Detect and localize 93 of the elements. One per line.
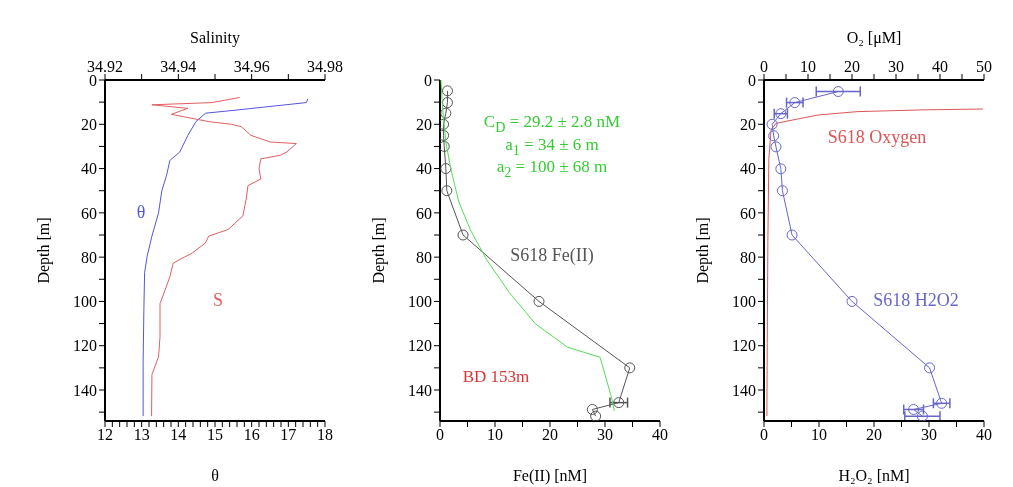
y-tick-label: 80 (81, 248, 97, 266)
annotation: C$_{D}$ = 29.2 ± 2.8 nM (483, 112, 621, 136)
series-label: θ (136, 201, 146, 223)
point (440, 129, 450, 141)
x2-tick-label: 40 (932, 58, 948, 75)
y-tick-label: 140 (408, 381, 432, 399)
point (770, 141, 782, 153)
x-tick-label: 0 (436, 426, 444, 444)
y-axis-title: Depth [m] (369, 217, 388, 284)
y-tick-label: 20 (416, 115, 432, 133)
y-tick-label: 60 (416, 204, 432, 222)
point (441, 97, 453, 109)
point (846, 295, 858, 307)
x2-tick-label: 30 (888, 58, 904, 75)
x-tick-label: 20 (542, 426, 558, 444)
x-axis-title: θ (211, 467, 219, 484)
x-tick-label: 10 (487, 426, 503, 444)
point (916, 410, 928, 421)
y-tick-label: 40 (740, 160, 756, 178)
point (590, 410, 602, 421)
x-tick-label: 20 (866, 426, 882, 444)
x-tick-label: 10 (811, 426, 827, 444)
x-tick-label: 18 (317, 426, 333, 444)
x-tick-label: 40 (976, 426, 992, 444)
annotation: a$_{1}$ = 34 ± 6 m (505, 135, 599, 159)
y-axis-title: Depth [m] (34, 217, 53, 284)
x-tick-label: 16 (243, 426, 260, 444)
y-tick-label: 60 (81, 204, 97, 222)
point (457, 229, 469, 241)
series-label: S618 Fe(II) (510, 244, 594, 266)
y-tick-label: 100 (732, 293, 756, 311)
x-tick-label: 17 (280, 426, 297, 444)
y-tick-label: 40 (81, 160, 97, 178)
point (776, 185, 788, 197)
x-tick-label: 40 (652, 426, 668, 444)
point (441, 185, 453, 197)
point (440, 107, 452, 119)
x2-tick-label: 34.98 (307, 58, 343, 75)
point (533, 295, 545, 307)
y-tick-label: 140 (732, 381, 756, 399)
text: S (212, 289, 224, 311)
y-tick-label: 60 (740, 204, 756, 222)
y-tick-label: 120 (408, 337, 432, 355)
x2-axis-title: O₂ [μM] (846, 29, 902, 48)
point (766, 118, 778, 130)
point (624, 362, 636, 374)
x2-tick-label: 34.96 (233, 58, 270, 75)
y-axis-title: Depth [m] (693, 217, 712, 284)
series-label: S618 Oxygen (827, 126, 927, 148)
x2-tick-label: 34.94 (160, 58, 197, 75)
y-tick-label: 80 (740, 248, 756, 266)
y-tick-label: 120 (73, 337, 97, 355)
point (440, 163, 452, 175)
y-tick-label: 140 (73, 381, 97, 399)
y-tick-label: 20 (81, 115, 97, 133)
y-tick-label: 40 (416, 160, 432, 178)
point (924, 362, 936, 374)
x-tick-label: 14 (170, 426, 187, 444)
x2-tick-label: 0 (760, 58, 768, 75)
annotation: a$_{2}$ = 100 ± 68 m (496, 157, 608, 181)
x-tick-label: 13 (133, 426, 150, 444)
y-tick-label: 80 (416, 248, 432, 266)
x2-tick-label: 50 (976, 58, 992, 75)
point (908, 403, 920, 415)
y-tick-label: 0 (424, 71, 432, 89)
x2-tick-label: 20 (844, 58, 860, 75)
x-axis-title: Fe(II) [nM] (512, 467, 588, 485)
point (789, 97, 801, 109)
point (440, 118, 450, 130)
point (832, 86, 844, 98)
x-tick-label: 0 (760, 426, 768, 444)
annotation: BD 153m (462, 367, 530, 387)
x2-tick-label: 10 (800, 58, 816, 75)
x-tick-label: 15 (207, 426, 223, 444)
x-tick-label: 30 (597, 426, 613, 444)
point (775, 163, 787, 175)
x2-axis-title: Salinity (190, 29, 240, 48)
y-tick-label: 120 (732, 337, 756, 355)
point (613, 397, 625, 409)
x-tick-label: 12 (97, 426, 113, 444)
y-tick-label: 100 (408, 293, 432, 311)
x-axis-title: H₂O₂ [nM] (838, 467, 910, 484)
point (768, 130, 780, 142)
x-tick-label: 30 (921, 426, 937, 444)
y-tick-label: 100 (73, 293, 97, 311)
y-tick-label: 0 (748, 71, 756, 89)
point (786, 229, 798, 241)
point (586, 403, 598, 415)
y-tick-label: 20 (740, 115, 756, 133)
point (441, 85, 453, 97)
point (440, 140, 450, 152)
point (936, 397, 948, 409)
series-label: S618 H2O2 (873, 289, 959, 311)
